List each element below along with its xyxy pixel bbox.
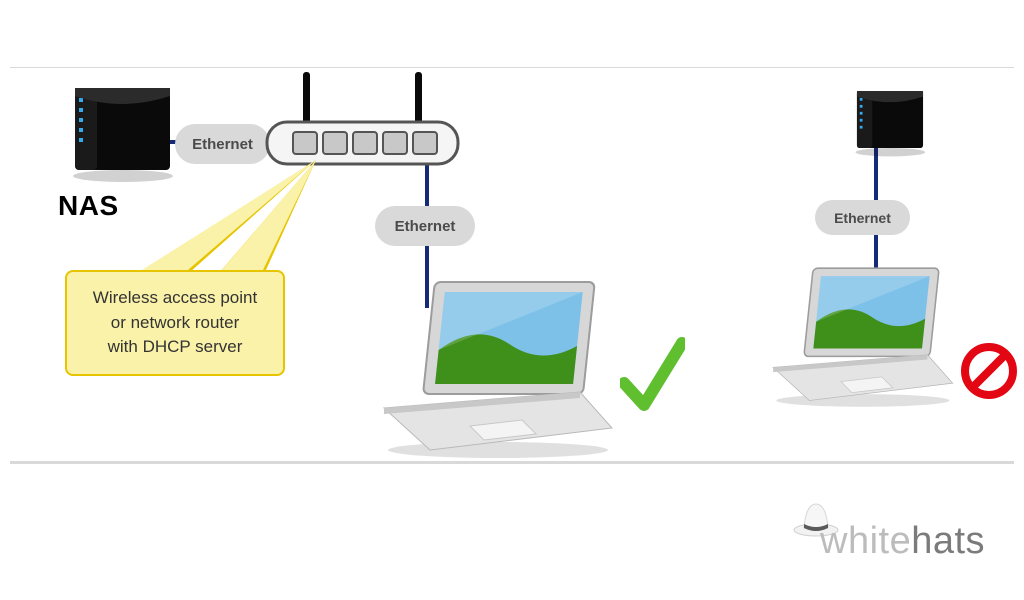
brand-logo: whitehats bbox=[820, 520, 985, 563]
brand-word-1: white bbox=[820, 520, 911, 562]
brand-word-2: hats bbox=[911, 520, 985, 562]
prohibit-icon bbox=[960, 342, 1018, 400]
callout-text: Wireless access point or network router … bbox=[83, 286, 267, 360]
ethernet-pill-2: Ethernet bbox=[375, 206, 475, 246]
laptop-wrong bbox=[770, 265, 955, 410]
laptop-correct bbox=[380, 280, 615, 460]
callout-router-note: Wireless access point or network router … bbox=[65, 270, 285, 376]
check-icon bbox=[620, 335, 685, 415]
ethernet-label-2: Ethernet bbox=[395, 218, 456, 235]
ethernet-pill-3: Ethernet bbox=[815, 200, 910, 235]
ethernet-label-3: Ethernet bbox=[834, 210, 891, 226]
nas-device-wrong bbox=[850, 86, 930, 160]
